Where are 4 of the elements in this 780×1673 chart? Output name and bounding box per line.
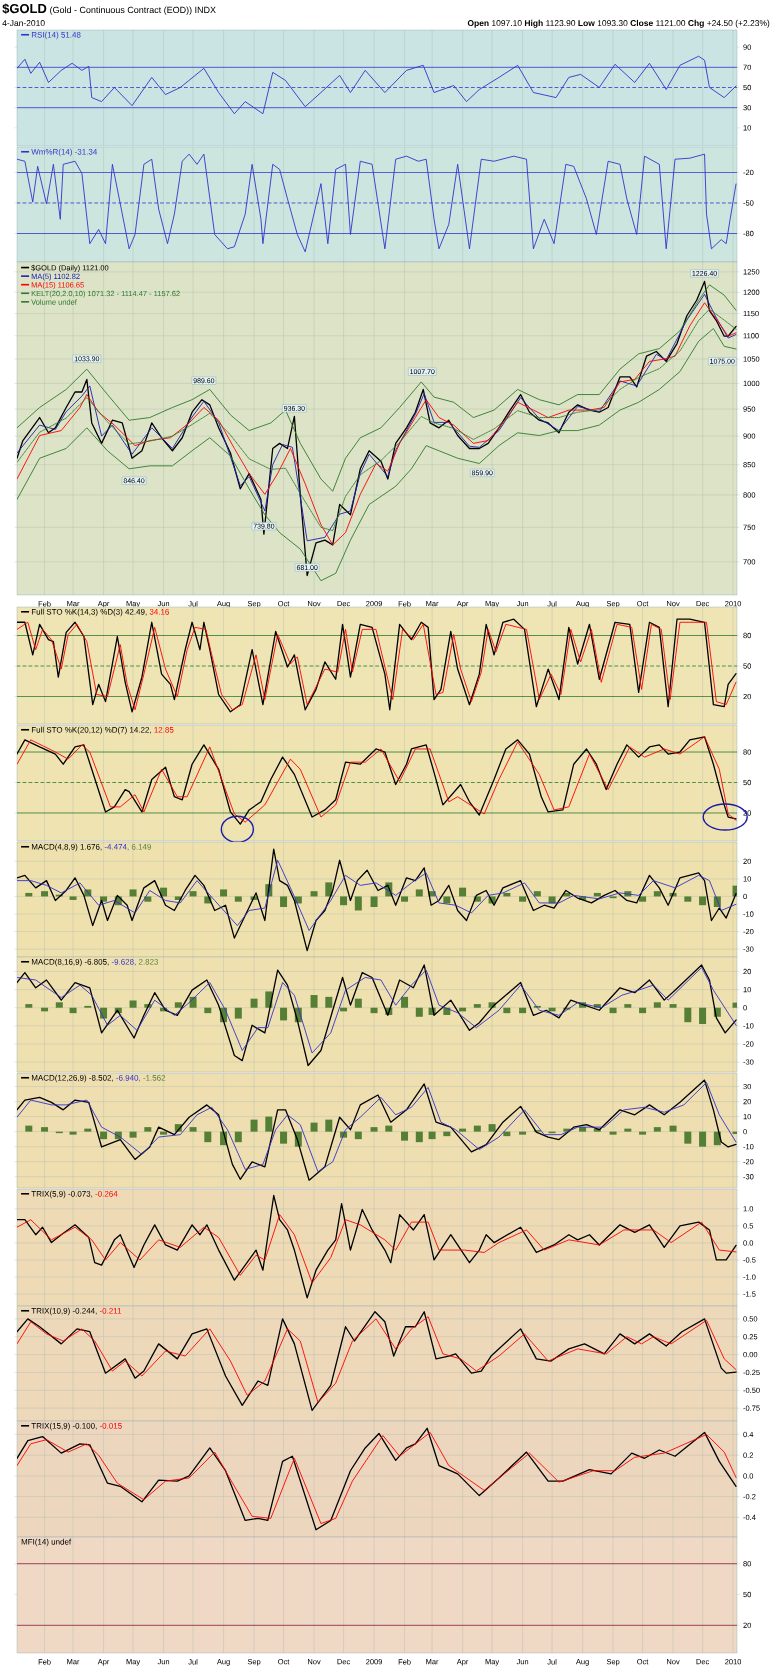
chart-subtitle: (Gold - Continuous Contract (EOD)) INDX bbox=[50, 6, 216, 15]
text: 4-Jan-2010 bbox=[2, 20, 45, 27]
text: Open 1097.10 High 1123.90 Low 1093.30 Close 1121.00 Chg +24.50 (+2.23%) bbox=[467, 19, 770, 28]
chart-title: $GOLD bbox=[2, 3, 47, 14]
